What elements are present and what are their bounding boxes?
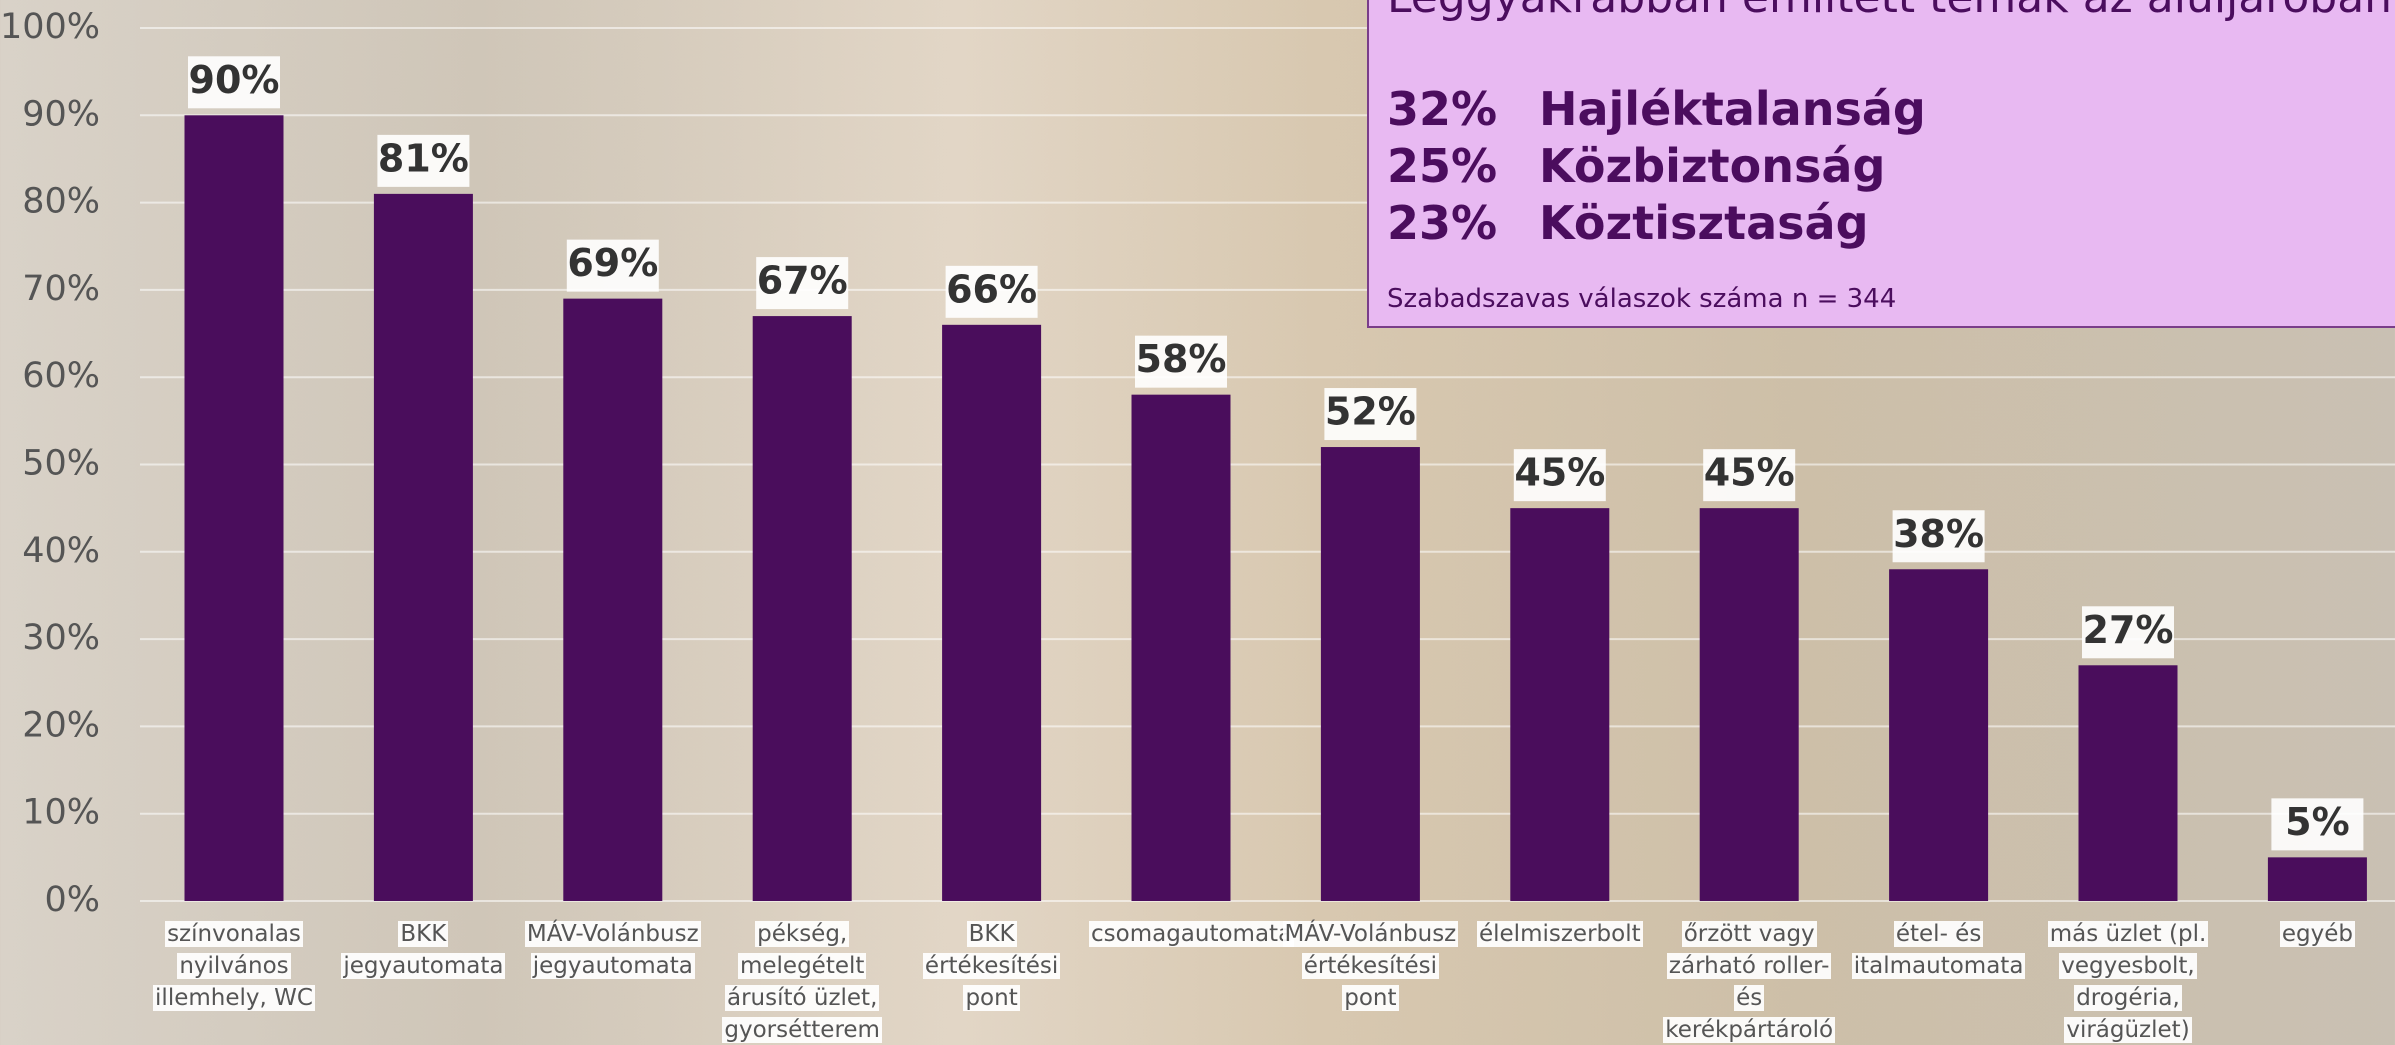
value-label-bg (2082, 606, 2174, 659)
item-topic: Köztisztaság (1539, 196, 1869, 250)
value-label-bg (1892, 510, 1985, 563)
y-tick-label: 50% (22, 444, 100, 484)
y-tick-label: 30% (22, 618, 100, 658)
x-tick-label: színvonalas nyilvános illemhely, WC (142, 918, 326, 1014)
item-topic: Közbiztonság (1539, 139, 1886, 193)
value-label-bg (945, 265, 1038, 318)
box-item: 23% Köztisztaság (1387, 196, 1869, 250)
x-tick-text: étel- és italmautomata (1851, 921, 2026, 979)
x-tick-label: BKK jegyautomata (331, 918, 515, 982)
x-tick-label: MÁV-Volánbusz értékesítési pont (1278, 918, 1462, 1014)
value-label-bg (188, 56, 280, 109)
y-tick-label: 70% (22, 269, 100, 309)
item-share: 25% (1387, 139, 1498, 193)
x-tick-label: élelmiszerbolt (1468, 918, 1652, 950)
x-tick-label: egyéb (2225, 918, 2395, 950)
bar (2267, 857, 2367, 901)
x-tick-label: őrzött vagy zárható roller- és kerékpárt… (1657, 918, 1841, 1045)
bar (563, 298, 663, 901)
y-tick-label: 0% (44, 880, 100, 920)
value-label-bg (1513, 449, 1606, 502)
box-item: 25% Közbiztonság (1387, 139, 1885, 193)
bar (1131, 394, 1231, 901)
value-label: 38% (1893, 512, 1984, 556)
item-share: 23% (1387, 196, 1498, 250)
value-label: 81% (378, 136, 469, 180)
value-label: 5% (2285, 800, 2350, 844)
x-tick-text: BKK jegyautomata (341, 921, 506, 979)
value-label: 66% (946, 267, 1037, 311)
value-label-bg (377, 134, 470, 187)
x-tick-label: MÁV-Volánbusz jegyautomata (521, 918, 705, 982)
y-tick-label: 60% (22, 356, 100, 396)
bar (2078, 665, 2178, 901)
bar (1889, 569, 1989, 901)
x-tick-text: MÁV-Volánbusz értékesítési pont (1282, 921, 1459, 1011)
y-tick-label: 80% (22, 182, 100, 222)
x-tick-text: más üzlet (pl. vegyesbolt, drogéria, vir… (2047, 921, 2209, 1043)
box-note: Szabadszavas válaszok száma n = 344 (1387, 284, 1897, 314)
value-label-bg (1703, 449, 1796, 502)
x-tick-text: őrzött vagy zárható roller- és kerékpárt… (1663, 921, 1836, 1043)
x-tick-text: pékség, melegételt árusító üzlet, gyorsé… (722, 921, 882, 1043)
x-tick-text: BKK értékesítési pont (922, 921, 1061, 1011)
summary-box: Leggyakrabban említett témák az aluljáró… (1367, 0, 2395, 328)
y-tick-label: 10% (22, 793, 100, 833)
bar (373, 193, 473, 901)
x-tick-label: más üzlet (pl. vegyesbolt, drogéria, vir… (2036, 918, 2220, 1045)
value-label-bg (1324, 388, 1417, 441)
value-label: 45% (1704, 451, 1795, 495)
x-tick-label: étel- és italmautomata (1847, 918, 2031, 982)
value-label-bg (2271, 798, 2364, 851)
x-tick-text: csomagautomata (1089, 921, 1295, 947)
x-tick-text: MÁV-Volánbusz jegyautomata (524, 921, 701, 979)
bar (942, 324, 1042, 901)
bar (1320, 447, 1420, 901)
x-tick-text: élelmiszerbolt (1476, 921, 1643, 947)
value-label: 27% (2083, 608, 2174, 652)
value-label: 58% (1136, 337, 1227, 381)
x-tick-label: BKK értékesítési pont (900, 918, 1084, 1014)
x-tick-text: egyéb (2279, 921, 2355, 947)
item-share: 32% (1387, 82, 1498, 136)
bar (184, 115, 284, 902)
bar (752, 316, 852, 902)
y-tick-label: 90% (22, 94, 100, 134)
value-label: 67% (757, 259, 848, 303)
value-label-bg (566, 239, 659, 292)
x-tick-label: pékség, melegételt árusító üzlet, gyorsé… (710, 918, 894, 1045)
item-topic: Hajléktalanság (1539, 82, 1926, 136)
value-label: 69% (567, 241, 658, 285)
x-tick-label: csomagautomata (1089, 918, 1295, 950)
y-tick-label: 40% (22, 531, 100, 571)
value-label: 45% (1514, 451, 1605, 495)
value-label: 90% (189, 58, 280, 102)
bar (1699, 508, 1799, 901)
box-title: Leggyakrabban említett témák az aluljáró… (1387, 0, 2392, 23)
x-tick-text: színvonalas nyilvános illemhely, WC (153, 921, 315, 1011)
box-item: 32% Hajléktalanság (1387, 82, 1926, 136)
y-tick-label: 20% (22, 705, 100, 745)
value-label: 52% (1325, 390, 1416, 434)
bar (1510, 508, 1610, 901)
value-label-bg (756, 257, 849, 310)
y-tick-label: 100% (0, 7, 100, 47)
value-label-bg (1135, 335, 1227, 388)
